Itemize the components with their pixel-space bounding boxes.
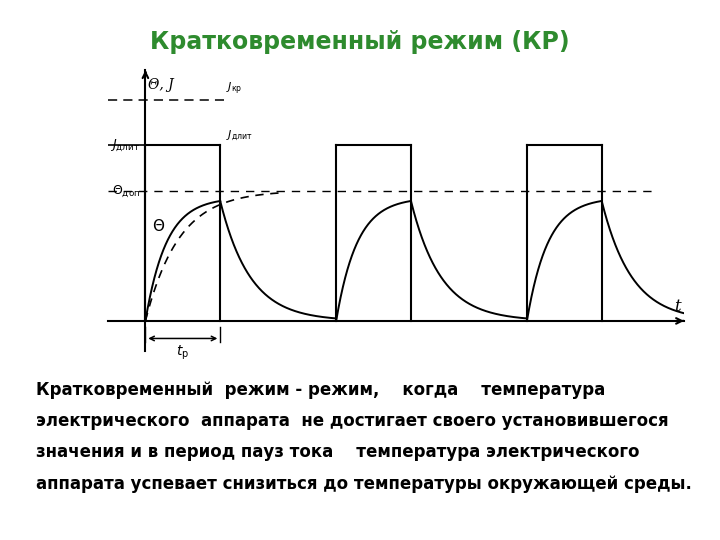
Text: электрического  аппарата  не достигает своего установившегося: электрического аппарата не достигает сво… [36, 412, 669, 430]
Text: $J_{\mathsf{кр}}$: $J_{\mathsf{кр}}$ [226, 80, 243, 97]
Text: $J_{\mathsf{длит}}$: $J_{\mathsf{длит}}$ [110, 138, 140, 153]
Text: $J_{\mathsf{длит}}$: $J_{\mathsf{длит}}$ [226, 129, 253, 143]
Text: $\Theta_{\mathsf{доп}}$: $\Theta_{\mathsf{доп}}$ [112, 183, 140, 199]
Text: аппарата успевает снизиться до температуры окружающей среды.: аппарата успевает снизиться до температу… [36, 475, 692, 492]
Text: Кратковременный режим (КР): Кратковременный режим (КР) [150, 30, 570, 53]
Text: Θ, J: Θ, J [148, 78, 174, 92]
Text: $\Theta$: $\Theta$ [153, 218, 166, 234]
Text: t: t [674, 298, 680, 315]
Text: Кратковременный  режим - режим,    когда    температура: Кратковременный режим - режим, когда тем… [36, 381, 606, 399]
Text: значения и в период пауз тока    температура электрического: значения и в период пауз тока температур… [36, 443, 639, 461]
Text: $t_{\mathsf{р}}$: $t_{\mathsf{р}}$ [176, 344, 189, 362]
